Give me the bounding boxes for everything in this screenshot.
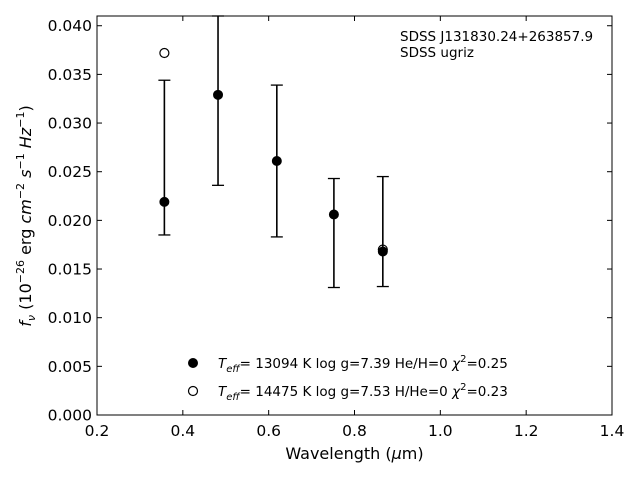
- x-tick-label: 0.8: [342, 422, 367, 440]
- legend: Teff= 13094 K log g=7.39 He/H=0 χ2=0.25 …: [187, 354, 508, 403]
- data-point-filled: [213, 89, 224, 100]
- x-axis-label: Wavelength (μm): [285, 444, 423, 463]
- error-bars: [158, 15, 389, 289]
- filter-set-annotation: SDSS ugriz: [400, 45, 474, 61]
- y-tick-label: 0.010: [48, 309, 92, 327]
- legend-entry-1: Teff= 13094 K log g=7.39 He/H=0 χ2=0.25: [218, 354, 508, 375]
- data-point-open: [377, 244, 388, 255]
- y-tick-label: 0.000: [48, 407, 92, 425]
- x-tick-label: 1.4: [600, 422, 625, 440]
- data-point-open: [159, 47, 170, 59]
- x-tick-label: 0.2: [85, 422, 110, 440]
- y-tick-label: 0.015: [48, 261, 92, 279]
- y-tick-label: 0.040: [48, 17, 92, 35]
- y-axis-label: fν (10−26 erg cm−2 s−1 Hz−1): [14, 105, 38, 326]
- legend-marker-filled: [188, 358, 198, 368]
- object-name-annotation: SDSS J131830.24+263857.9: [400, 29, 593, 45]
- x-axis: 0.2 0.4 0.6 0.8 1.0 1.2 1.4: [85, 16, 625, 440]
- legend-entry-2: Teff= 14475 K log g=7.53 H/He=0 χ2=0.23: [218, 382, 508, 403]
- x-tick-label: 1.0: [428, 422, 453, 440]
- data-point-filled: [159, 196, 170, 207]
- x-tick-label: 1.2: [514, 422, 539, 440]
- x-tick-label: 0.6: [256, 422, 281, 440]
- data-point-filled: [271, 156, 282, 167]
- data-point-filled: [328, 209, 339, 220]
- y-tick-label: 0.030: [48, 115, 92, 133]
- legend-marker-open: [187, 385, 199, 397]
- y-tick-label: 0.005: [48, 358, 92, 376]
- y-tick-label: 0.035: [48, 66, 92, 84]
- y-axis: 0.000 0.005 0.010 0.015 0.020 0.025 0.030 0.035…: [48, 17, 612, 425]
- data-points: [159, 47, 388, 257]
- x-tick-label: 0.4: [171, 422, 196, 440]
- y-tick-label: 0.025: [48, 163, 92, 181]
- y-tick-label: 0.020: [48, 212, 92, 230]
